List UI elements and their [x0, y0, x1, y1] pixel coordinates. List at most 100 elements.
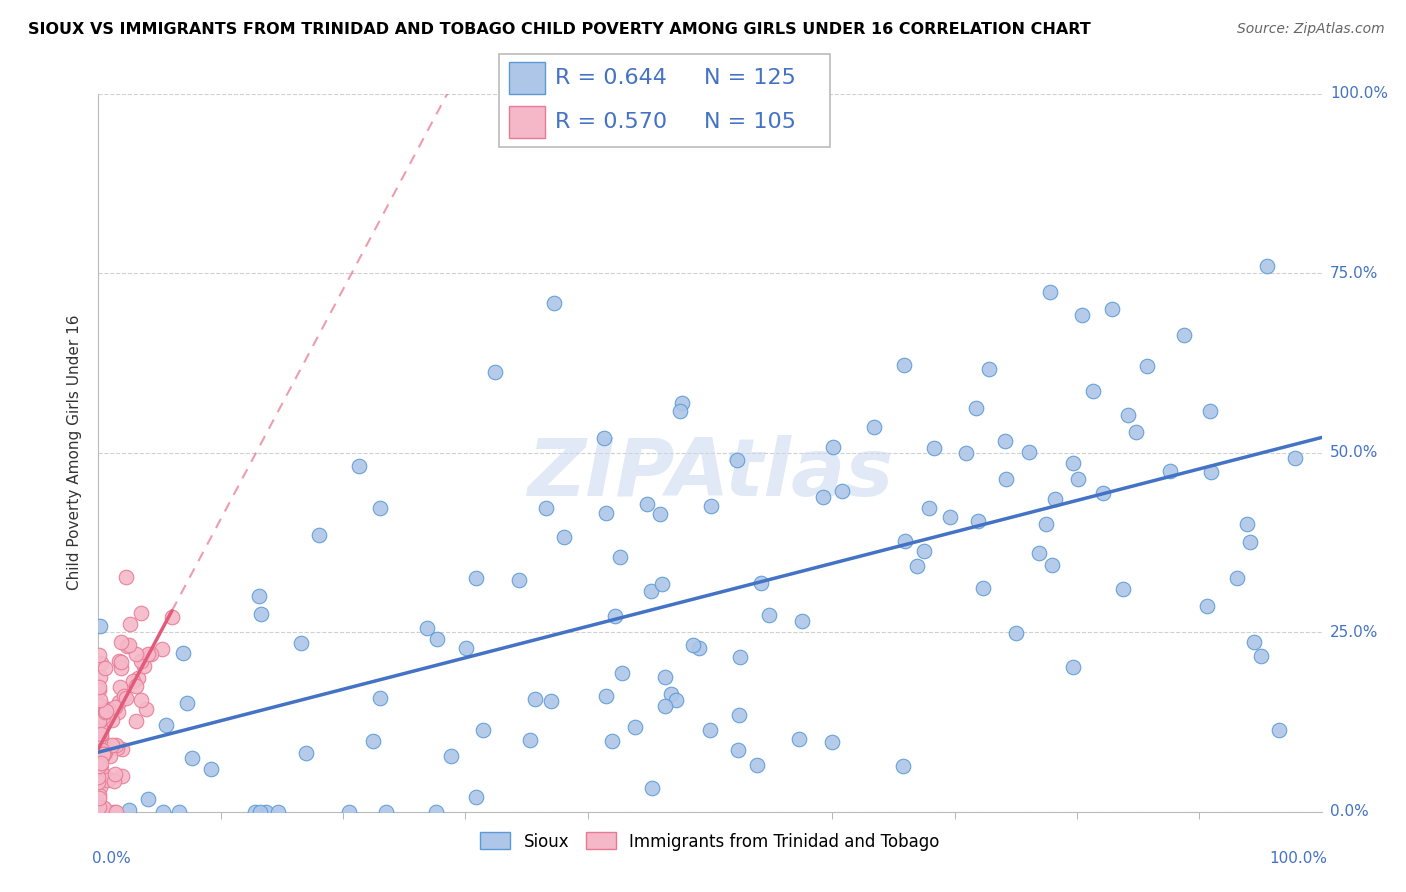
Point [912, 544, 935, 558]
Point [440, 749, 463, 764]
Point [89, 731, 111, 745]
Y-axis label: Child Poverty Among Girls Under 16: Child Poverty Among Girls Under 16 [67, 315, 83, 591]
Point [176, 696, 198, 710]
Point [139, 647, 162, 661]
Point [603, 608, 626, 623]
Point [87, 800, 110, 814]
Text: R = 0.644: R = 0.644 [555, 68, 668, 88]
Point [249, 805, 271, 819]
Point [1062, 659, 1084, 673]
Point [1018, 445, 1040, 459]
Point [114, 690, 136, 704]
Point [107, 705, 129, 719]
Point [1239, 535, 1261, 549]
Point [623, 720, 645, 734]
Point [247, 589, 270, 603]
Point [97, 702, 120, 716]
Point [1091, 486, 1114, 500]
Point [125, 647, 148, 661]
Point [1159, 464, 1181, 478]
Point [87, 766, 110, 780]
Point [254, 805, 277, 819]
Point [167, 805, 190, 819]
Point [939, 510, 962, 524]
Point [89, 733, 111, 747]
Point [1173, 328, 1195, 343]
Text: N = 105: N = 105 [704, 112, 796, 132]
Text: R = 0.570: R = 0.570 [555, 112, 668, 132]
Point [337, 805, 360, 819]
Text: ZIPAtlas: ZIPAtlas [527, 435, 893, 513]
Point [863, 420, 886, 434]
Point [91, 747, 114, 762]
Text: N = 125: N = 125 [704, 68, 796, 88]
Point [1116, 408, 1139, 422]
Point [540, 694, 562, 708]
Point [922, 441, 945, 455]
Point [1226, 571, 1249, 585]
Point [1268, 723, 1291, 737]
Point [110, 655, 132, 669]
Point [87, 738, 110, 752]
Point [965, 401, 987, 416]
Point [90, 712, 112, 726]
Point [821, 440, 844, 454]
Point [127, 671, 149, 685]
Point [122, 673, 145, 688]
Point [813, 491, 835, 505]
Point [114, 690, 136, 705]
Point [87, 747, 110, 761]
Point [1250, 649, 1272, 664]
Point [124, 679, 146, 693]
Point [641, 780, 664, 795]
Point [700, 499, 723, 513]
Point [90, 731, 112, 745]
Text: 25.0%: 25.0% [1330, 624, 1378, 640]
Point [1236, 516, 1258, 531]
Point [471, 723, 494, 737]
Point [103, 773, 125, 788]
Point [610, 665, 633, 680]
Point [831, 484, 853, 499]
Point [1066, 472, 1088, 486]
Point [1039, 285, 1062, 300]
Point [93, 747, 115, 761]
Point [243, 805, 266, 819]
Point [758, 608, 780, 623]
Point [651, 576, 673, 591]
Point [994, 434, 1017, 448]
Point [118, 638, 141, 652]
Point [375, 805, 398, 819]
Point [90, 730, 112, 744]
Point [727, 708, 749, 723]
Point [118, 803, 141, 817]
Point [89, 791, 111, 805]
Point [89, 706, 111, 721]
Point [108, 654, 131, 668]
Point [749, 576, 772, 591]
Point [89, 719, 111, 733]
Bar [509, 106, 546, 138]
Point [1042, 558, 1064, 572]
Point [124, 714, 146, 728]
Point [294, 746, 316, 760]
Point [87, 734, 110, 748]
Point [1136, 359, 1159, 373]
Point [180, 751, 202, 765]
Point [87, 747, 110, 762]
Point [103, 805, 125, 819]
Point [426, 632, 449, 646]
Point [87, 788, 110, 802]
Point [89, 619, 111, 633]
Point [1045, 491, 1067, 506]
Point [172, 646, 194, 660]
Point [454, 641, 477, 656]
Point [893, 534, 915, 549]
Point [90, 742, 112, 756]
Point [682, 638, 704, 652]
Point [89, 723, 111, 738]
Point [659, 688, 682, 702]
Point [918, 500, 941, 515]
Point [524, 692, 547, 706]
Point [104, 738, 127, 752]
